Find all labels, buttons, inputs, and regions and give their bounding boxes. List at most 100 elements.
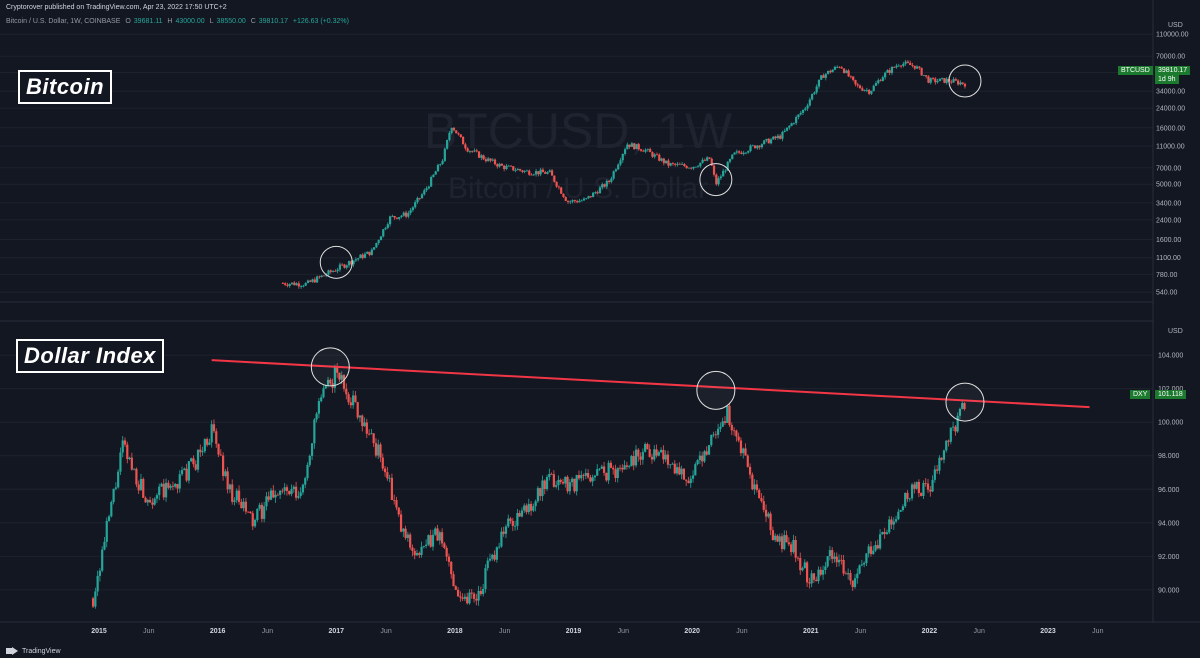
candle-body <box>511 520 514 526</box>
candle-body <box>872 85 875 91</box>
candle-body <box>557 479 560 486</box>
candle-body <box>758 145 761 148</box>
candle-body <box>726 161 729 171</box>
candle-body <box>836 66 839 68</box>
candle-body <box>598 468 601 470</box>
time-axis-label: Jun <box>618 628 629 635</box>
dxy-highlight-circle[interactable] <box>945 382 985 422</box>
candle-body <box>523 170 526 172</box>
candle-body <box>414 202 417 208</box>
resistance-trendline[interactable] <box>211 359 1090 409</box>
candle-body <box>888 70 891 73</box>
candle-body <box>655 449 658 456</box>
candle-body <box>742 152 745 154</box>
candle-body <box>940 457 943 460</box>
candle-body <box>637 449 640 457</box>
candle-body <box>244 501 248 512</box>
candle-body <box>685 479 688 481</box>
candle-body <box>432 174 435 177</box>
candle-body <box>237 490 241 502</box>
candle-body <box>655 154 659 156</box>
candle-body <box>402 212 405 216</box>
time-axis-label: 2023 <box>1040 628 1056 635</box>
candle-body <box>609 462 613 468</box>
candle-body <box>429 535 432 547</box>
candle-body <box>710 434 713 446</box>
candle-body <box>785 127 789 131</box>
candle-body <box>674 163 677 165</box>
candle-body <box>701 159 704 163</box>
candle-body <box>315 276 319 283</box>
btc-highlight-circle[interactable] <box>319 245 353 279</box>
candle-body <box>441 160 444 165</box>
candle-body <box>400 215 403 217</box>
candle-body <box>929 78 932 83</box>
candle-body <box>306 280 310 283</box>
candle-body <box>657 452 660 456</box>
candle-body <box>625 465 628 467</box>
candle-body <box>98 570 102 576</box>
candle-body <box>534 501 537 507</box>
btc-axis-tick: 5000.00 <box>1156 182 1181 189</box>
candle-body <box>151 502 154 505</box>
candle-body <box>276 494 279 496</box>
candle-body <box>580 474 583 479</box>
btc-highlight-circle[interactable] <box>948 64 982 98</box>
candle-body <box>224 471 227 476</box>
candle-body <box>164 482 168 498</box>
candle-body <box>425 188 428 191</box>
candle-body <box>431 534 435 547</box>
candle-body <box>356 402 359 418</box>
dxy-price-axis: USD 90.000 92.000 94.000 96.000 98.000 100.000… <box>1158 328 1183 594</box>
candle-body <box>630 456 633 467</box>
candle-body <box>139 478 143 491</box>
dxy-axis-tick: 100.000 <box>1158 420 1183 427</box>
candle-body <box>950 81 953 83</box>
candle-body <box>894 519 898 522</box>
close-value: 39810.17 <box>258 18 288 25</box>
candle-body <box>607 180 611 182</box>
btc-symbol-tag: BTCUSD <box>1118 66 1153 75</box>
candle-body <box>740 152 743 154</box>
candle-body <box>924 483 927 484</box>
candle-body <box>155 495 159 499</box>
candle-body <box>532 506 535 511</box>
candle-body <box>879 534 882 549</box>
candle-body <box>573 200 576 202</box>
candle-body <box>908 498 911 500</box>
candle-body <box>788 125 791 128</box>
btc-highlight-circle[interactable] <box>699 163 733 197</box>
dxy-axis-tick: 96.000 <box>1158 487 1180 494</box>
candle-body <box>589 477 592 482</box>
candle-body <box>123 440 127 445</box>
candle-body <box>927 76 930 83</box>
candle-body <box>828 550 832 557</box>
candle-body <box>707 445 711 455</box>
candle-body <box>881 532 884 535</box>
candle-body <box>890 519 893 525</box>
candle-body <box>853 578 857 588</box>
dxy-axis-tick: 90.000 <box>1158 587 1180 594</box>
candle-body <box>863 90 866 91</box>
candle-body <box>922 483 925 496</box>
candle-body <box>737 436 740 441</box>
candle-body <box>931 479 934 492</box>
candle-body <box>345 265 348 268</box>
time-axis-label: Jun <box>974 628 985 635</box>
candle-body <box>491 159 494 161</box>
candle-body <box>833 66 837 70</box>
candle-body <box>117 471 120 488</box>
dxy-highlight-circle[interactable] <box>310 347 350 387</box>
candle-body <box>128 457 131 460</box>
candle-body <box>760 144 764 148</box>
candle-body <box>901 506 905 511</box>
close-label: C <box>250 18 256 25</box>
candle-body <box>812 573 816 580</box>
dxy-highlight-circle[interactable] <box>696 370 736 410</box>
candle-body <box>650 456 654 460</box>
candle-body <box>753 484 756 490</box>
candle-body <box>899 65 903 67</box>
btc-axis-tick: 16000.00 <box>1156 125 1185 132</box>
candle-body <box>541 480 544 497</box>
